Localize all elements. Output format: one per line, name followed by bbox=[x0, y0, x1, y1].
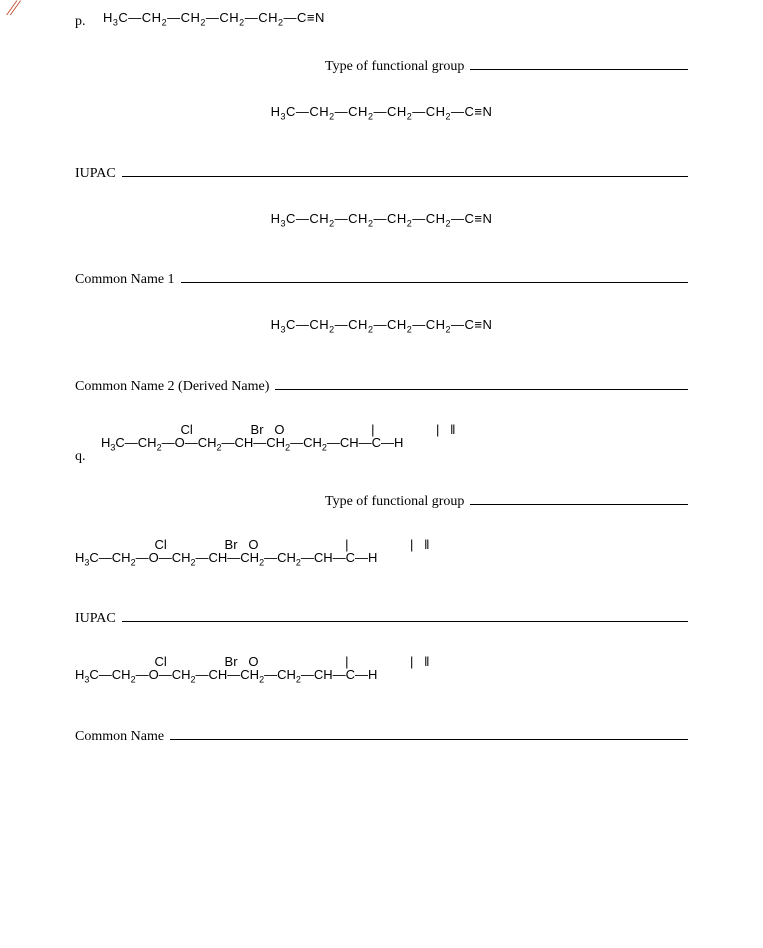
field-p-iupac: IUPAC bbox=[75, 162, 688, 182]
blank-line[interactable] bbox=[470, 55, 688, 70]
problem-letter-p: p. bbox=[75, 14, 93, 30]
field-p-functional-group: Type of functional group bbox=[75, 55, 688, 75]
formula-p-4: H3C—CH2—CH2—CH2—CH2—C≡N bbox=[271, 317, 493, 332]
label-common-name-1: Common Name 1 bbox=[75, 272, 175, 288]
field-p-common1: Common Name 1 bbox=[75, 268, 688, 288]
blank-line[interactable] bbox=[275, 375, 688, 390]
label-iupac: IUPAC bbox=[75, 166, 116, 182]
formula-q-2: Cl Br O | | ‖ H3C—CH2—O—CH2—CH—CH2—CH2—C… bbox=[75, 538, 688, 568]
problem-letter-q: q. bbox=[75, 449, 91, 465]
formula-p-2: H3C—CH2—CH2—CH2—CH2—C≡N bbox=[271, 104, 493, 119]
field-p-common2: Common Name 2 (Derived Name) bbox=[75, 375, 688, 395]
problem-q: q. Cl Br O | | ‖ H3C—CH2—O—CH2—CH—CH2—CH… bbox=[75, 423, 688, 745]
formula-q-1: Cl Br O | | ‖ H3C—CH2—O—CH2—CH—CH2—CH2—C… bbox=[101, 423, 688, 453]
blank-line[interactable] bbox=[122, 607, 688, 622]
formula-q-3: Cl Br O | | ‖ H3C—CH2—O—CH2—CH—CH2—CH2—C… bbox=[75, 655, 688, 685]
formula-p-3: H3C—CH2—CH2—CH2—CH2—C≡N bbox=[271, 211, 493, 226]
formula-p-1: H3C—CH2—CH2—CH2—CH2—C≡N bbox=[103, 10, 325, 28]
problem-p: p. H3C—CH2—CH2—CH2—CH2—C≡N Type of funct… bbox=[75, 10, 688, 395]
field-q-common: Common Name bbox=[75, 725, 688, 745]
margin-mark: ⁄⁄ bbox=[10, 0, 17, 21]
field-q-iupac: IUPAC bbox=[75, 607, 688, 627]
label-functional-group: Type of functional group bbox=[325, 59, 464, 75]
blank-line[interactable] bbox=[170, 725, 688, 740]
blank-line[interactable] bbox=[122, 162, 688, 177]
label-iupac: IUPAC bbox=[75, 611, 116, 627]
label-common-name-2: Common Name 2 (Derived Name) bbox=[75, 379, 269, 395]
blank-line[interactable] bbox=[181, 268, 688, 283]
blank-line[interactable] bbox=[470, 490, 688, 505]
field-q-functional-group: Type of functional group bbox=[75, 490, 688, 510]
label-functional-group: Type of functional group bbox=[325, 494, 464, 510]
label-common-name: Common Name bbox=[75, 729, 164, 745]
